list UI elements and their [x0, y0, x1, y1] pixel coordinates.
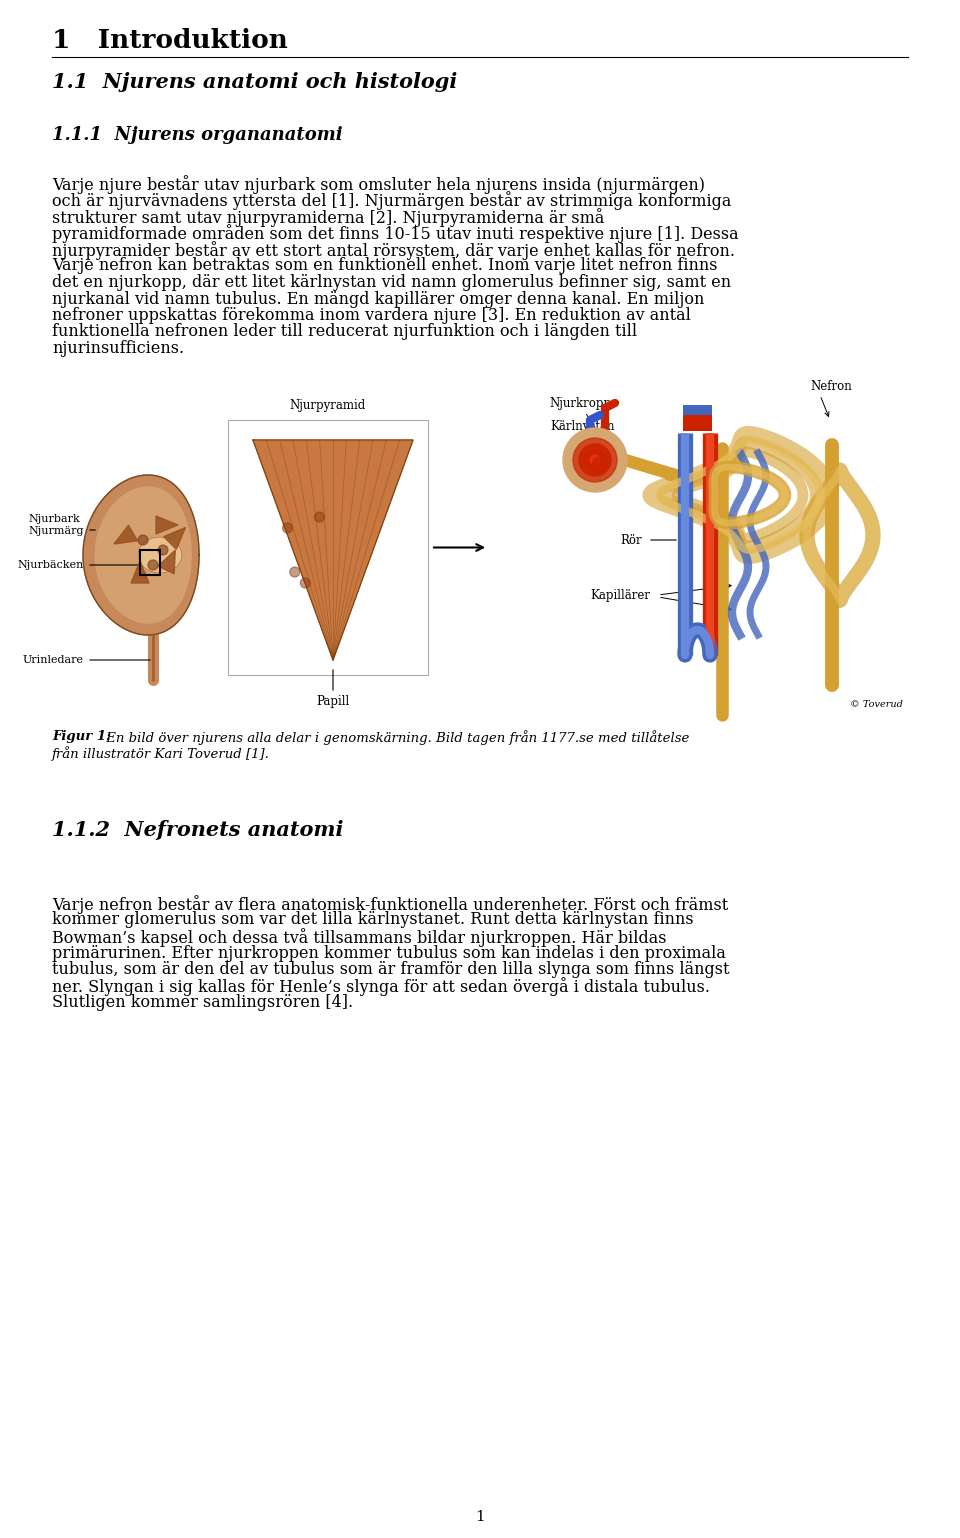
Text: Slutligen kommer samlingsrören [4].: Slutligen kommer samlingsrören [4]. [52, 994, 353, 1010]
Text: 1.1.1  Njurens organanatomi: 1.1.1 Njurens organanatomi [52, 126, 343, 145]
Circle shape [282, 523, 293, 534]
Text: nefroner uppskattas förekomma inom vardera njure [3]. En reduktion av antal: nefroner uppskattas förekomma inom varde… [52, 308, 691, 325]
Text: 1   Introduktion: 1 Introduktion [52, 28, 288, 52]
Text: Varje njure består utav njurbark som omsluter hela njurens insida (njurmärgen): Varje njure består utav njurbark som oms… [52, 175, 705, 194]
Polygon shape [114, 524, 137, 544]
Polygon shape [95, 488, 191, 623]
Text: Figur 1:: Figur 1: [52, 731, 111, 743]
Polygon shape [131, 561, 149, 583]
Circle shape [590, 455, 600, 464]
Text: tubulus, som är den del av tubulus som är framför den lilla slynga som finns län: tubulus, som är den del av tubulus som ä… [52, 961, 730, 978]
Text: 1.1  Njurens anatomi och histologi: 1.1 Njurens anatomi och histologi [52, 72, 457, 92]
Text: och är njurvävnadens yttersta del [1]. Njurmärgen består av strimmiga konformiga: och är njurvävnadens yttersta del [1]. N… [52, 192, 732, 211]
Text: njurkanal vid namn tubulus. En mängd kapillärer omger denna kanal. En miljon: njurkanal vid namn tubulus. En mängd kap… [52, 291, 705, 308]
Text: pyramidformade områden som det finns 10-15 utav inuti respektive njure [1]. Dess: pyramidformade områden som det finns 10-… [52, 225, 738, 243]
Polygon shape [163, 528, 185, 549]
Text: njurpyramider består av ett stort antal rörsystem, där varje enhet kallas för ne: njurpyramider består av ett stort antal … [52, 241, 735, 260]
Text: det en njurkopp, där ett litet kärlnystan vid namn glomerulus befinner sig, samt: det en njurkopp, där ett litet kärlnysta… [52, 274, 732, 291]
Bar [683, 404, 712, 415]
Circle shape [158, 544, 168, 555]
Bar [683, 414, 712, 431]
Text: kommer glomerulus som var det lilla kärlnystanet. Runt detta kärlnystan finns: kommer glomerulus som var det lilla kärl… [52, 912, 694, 929]
Text: primärurinen. Efter njurkroppen kommer tubulus som kan indelas i den proximala: primärurinen. Efter njurkroppen kommer t… [52, 944, 726, 961]
Bar [228, 420, 428, 675]
Text: Varje nefron består av flera anatomisk-funktionella underenheter. Först och främ: Varje nefron består av flera anatomisk-f… [52, 895, 729, 914]
Text: Njurbark
Njurmärg: Njurbark Njurmärg [29, 514, 84, 535]
Circle shape [573, 438, 617, 481]
Text: Njurkropp: Njurkropp [549, 397, 612, 411]
Circle shape [138, 535, 148, 544]
Text: Nefron: Nefron [810, 380, 852, 394]
Text: Rör: Rör [620, 534, 641, 546]
Text: Urinledare: Urinledare [23, 655, 84, 664]
Text: från illustratör Kari Toverud [1].: från illustratör Kari Toverud [1]. [52, 746, 270, 761]
Circle shape [300, 578, 310, 588]
Text: Kärlnystan: Kärlnystan [551, 420, 615, 434]
Circle shape [148, 560, 158, 571]
Polygon shape [138, 537, 182, 574]
Polygon shape [156, 517, 178, 534]
Text: En bild över njurens alla delar i genomskärning. Bild tagen från 1177.se med til: En bild över njurens alla delar i genoms… [102, 731, 689, 744]
Text: © Toverud: © Toverud [851, 700, 903, 709]
Circle shape [290, 568, 300, 577]
Text: Bowman’s kapsel och dessa två tillsammans bildar njurkroppen. Här bildas: Bowman’s kapsel och dessa två tillsamman… [52, 927, 666, 947]
Text: 1: 1 [475, 1510, 485, 1524]
Text: strukturer samt utav njurpyramiderna [2]. Njurpyramiderna är små: strukturer samt utav njurpyramiderna [2]… [52, 208, 605, 228]
Circle shape [585, 451, 605, 471]
Text: njurinsufficiens.: njurinsufficiens. [52, 340, 184, 357]
Text: Kapillärer: Kapillärer [590, 589, 650, 601]
Text: Njurbäcken: Njurbäcken [17, 560, 84, 571]
Text: Papill: Papill [317, 695, 349, 707]
Text: 1.1.2  Nefronets anatomi: 1.1.2 Nefronets anatomi [52, 820, 344, 840]
Bar [52, 365, 908, 711]
Circle shape [563, 428, 627, 492]
Polygon shape [84, 475, 199, 635]
Circle shape [592, 457, 608, 474]
Text: Varje nefron kan betraktas som en funktionell enhet. Inom varje litet nefron fin: Varje nefron kan betraktas som en funkti… [52, 257, 717, 274]
Polygon shape [157, 551, 176, 574]
Circle shape [315, 512, 324, 521]
Text: Njurpyramid: Njurpyramid [290, 398, 366, 412]
Polygon shape [253, 440, 413, 660]
Text: ner. Slyngan i sig kallas för Henle’s slynga för att sedan övergå i distala tubu: ner. Slyngan i sig kallas för Henle’s sl… [52, 978, 710, 997]
Bar [140, 551, 160, 575]
Text: funktionella nefronen leder till reducerat njurfunktion och i längden till: funktionella nefronen leder till reducer… [52, 323, 637, 340]
Circle shape [579, 444, 611, 475]
